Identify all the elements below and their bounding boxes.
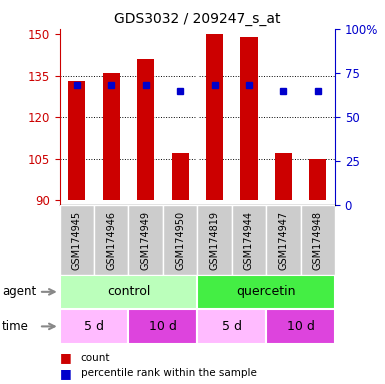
Text: GSM174950: GSM174950 — [175, 210, 185, 270]
Bar — [301, 205, 335, 275]
Bar — [275, 153, 292, 200]
Bar — [129, 205, 163, 275]
Text: GSM174819: GSM174819 — [209, 210, 219, 270]
Text: ■: ■ — [60, 351, 72, 364]
Bar — [266, 309, 335, 344]
Text: GSM174947: GSM174947 — [278, 210, 288, 270]
Text: percentile rank within the sample: percentile rank within the sample — [81, 368, 257, 378]
Text: 10 d: 10 d — [286, 320, 315, 333]
Bar — [197, 205, 232, 275]
Bar — [206, 34, 223, 200]
Text: GSM174948: GSM174948 — [313, 210, 323, 270]
Bar — [60, 275, 197, 309]
Bar — [266, 205, 301, 275]
Bar — [94, 205, 129, 275]
Bar — [163, 205, 197, 275]
Bar — [103, 73, 120, 200]
Bar — [309, 159, 326, 200]
Text: agent: agent — [2, 285, 36, 298]
Text: 5 d: 5 d — [222, 320, 242, 333]
Text: 10 d: 10 d — [149, 320, 177, 333]
Text: control: control — [107, 285, 150, 298]
Text: GSM174944: GSM174944 — [244, 210, 254, 270]
Bar — [171, 153, 189, 200]
Bar — [232, 205, 266, 275]
Text: GSM174946: GSM174946 — [106, 210, 116, 270]
Text: ■: ■ — [60, 367, 72, 380]
Text: count: count — [81, 353, 110, 363]
Bar — [60, 309, 129, 344]
Text: time: time — [2, 320, 29, 333]
Title: GDS3032 / 209247_s_at: GDS3032 / 209247_s_at — [114, 12, 281, 26]
Bar — [129, 309, 197, 344]
Bar — [240, 37, 258, 200]
Text: 5 d: 5 d — [84, 320, 104, 333]
Bar — [137, 59, 154, 200]
Bar — [68, 81, 85, 200]
Text: GSM174945: GSM174945 — [72, 210, 82, 270]
Bar — [197, 275, 335, 309]
Text: quercetin: quercetin — [236, 285, 296, 298]
Bar — [197, 309, 266, 344]
Text: GSM174949: GSM174949 — [141, 210, 151, 270]
Bar — [60, 205, 94, 275]
